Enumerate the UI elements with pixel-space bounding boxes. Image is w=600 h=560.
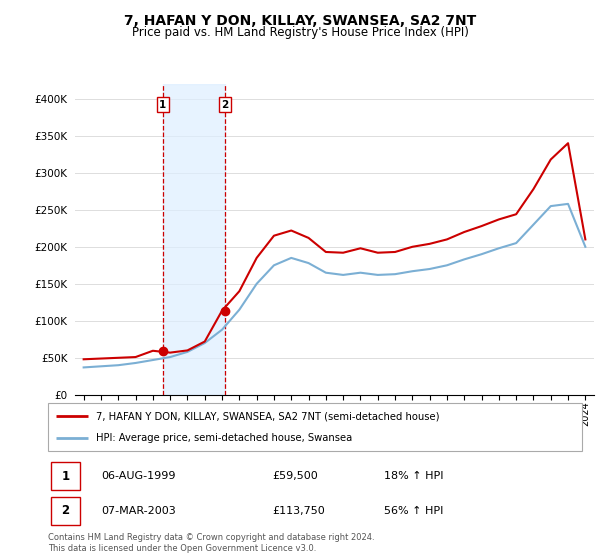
Text: 7, HAFAN Y DON, KILLAY, SWANSEA, SA2 7NT: 7, HAFAN Y DON, KILLAY, SWANSEA, SA2 7NT [124, 14, 476, 28]
Text: 2: 2 [221, 100, 229, 110]
Bar [163, 84, 225, 395]
Text: 2: 2 [61, 505, 70, 517]
Text: 56% ↑ HPI: 56% ↑ HPI [385, 506, 444, 516]
FancyBboxPatch shape [50, 462, 80, 490]
Text: 7, HAFAN Y DON, KILLAY, SWANSEA, SA2 7NT (semi-detached house): 7, HAFAN Y DON, KILLAY, SWANSEA, SA2 7NT… [96, 411, 440, 421]
Text: 06-AUG-1999: 06-AUG-1999 [101, 471, 176, 481]
Text: Contains HM Land Registry data © Crown copyright and database right 2024.
This d: Contains HM Land Registry data © Crown c… [48, 533, 374, 553]
FancyBboxPatch shape [50, 497, 80, 525]
Text: £59,500: £59,500 [272, 471, 318, 481]
Text: Price paid vs. HM Land Registry's House Price Index (HPI): Price paid vs. HM Land Registry's House … [131, 26, 469, 39]
Text: HPI: Average price, semi-detached house, Swansea: HPI: Average price, semi-detached house,… [96, 433, 352, 443]
FancyBboxPatch shape [48, 403, 582, 451]
Text: 18% ↑ HPI: 18% ↑ HPI [385, 471, 444, 481]
Text: £113,750: £113,750 [272, 506, 325, 516]
Text: 1: 1 [61, 469, 70, 483]
Text: 1: 1 [159, 100, 167, 110]
Text: 07-MAR-2003: 07-MAR-2003 [101, 506, 176, 516]
